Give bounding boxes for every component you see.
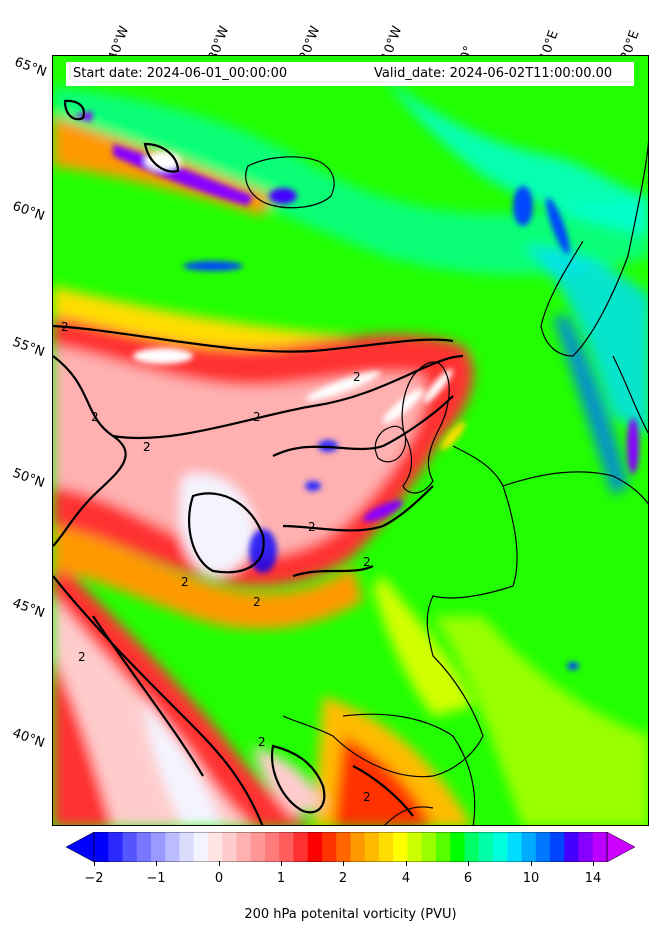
colorbar-bin: [122, 832, 138, 862]
start-date: Start date: 2024-06-01_00:00:00: [73, 66, 288, 81]
colorbar-bin: [136, 832, 152, 862]
pv-field: 2 2 2 2 2 2 2 2 2 2 2 2 2: [53, 56, 648, 825]
colorbar-extend-low: [66, 832, 95, 862]
colorbar-bin: [379, 832, 394, 862]
colorbar-bin: [450, 832, 465, 862]
colorbar-bin: [521, 832, 537, 862]
colorbar-bin: [250, 832, 266, 862]
lat-label-55n: 55°N: [10, 334, 47, 361]
colorbar-bin: [193, 832, 209, 862]
contour-label: 2: [143, 440, 151, 454]
colorbar-bin: [436, 832, 451, 862]
contour-label: 2: [363, 555, 371, 569]
colorbar-tick-label: 4: [401, 871, 411, 886]
colorbar-tickmark: [468, 861, 469, 866]
contour-label: 2: [253, 595, 261, 609]
colorbar-bin: [151, 832, 166, 862]
colorbar-bin: [592, 832, 608, 862]
colorbar-bin: [364, 832, 380, 862]
colorbar-tickmark: [593, 861, 594, 866]
colorbar-tick-label: 0: [214, 871, 224, 886]
colorbar-bin: [265, 832, 280, 862]
contour-label: 2: [363, 790, 371, 804]
colorbar-tick-label: 2: [338, 871, 348, 886]
colorbar-tick-label: −2: [84, 871, 104, 886]
colorbar-bin: [94, 832, 109, 862]
colorbar-bin: [222, 832, 237, 862]
colorbar-bin: [478, 832, 494, 862]
colorbar-tickmark: [281, 861, 282, 866]
contour-label: 2: [61, 320, 69, 334]
contour-label: 2: [78, 650, 86, 664]
lat-label-65n: 65°N: [12, 54, 49, 81]
colorbar-bin: [393, 832, 408, 862]
colorbar-bin: [550, 832, 565, 862]
colorbar-tickmark: [406, 861, 407, 866]
colorbar-bin: [108, 832, 123, 862]
colorbar-extend-high: [606, 832, 636, 862]
header-box: [66, 62, 634, 86]
colorbar: [66, 832, 636, 862]
contour-label: 2: [143, 440, 151, 454]
colorbar-bin: [421, 832, 437, 862]
valid-date: Valid_date: 2024-06-02T11:00:00.00: [374, 66, 613, 81]
colorbar-bin: [350, 832, 366, 862]
colorbar-bin: [535, 832, 551, 862]
colorbar-tick-label: 1: [276, 871, 286, 886]
contour-label: 2: [181, 575, 189, 589]
colorbar-tick-label: 6: [463, 871, 473, 886]
colorbar-tickmark: [94, 861, 95, 866]
lat-label-45n: 45°N: [10, 595, 47, 622]
colorbar-tickmark: [156, 861, 157, 866]
lat-label-60n: 60°N: [10, 198, 47, 225]
colorbar-bin: [564, 832, 579, 862]
colorbar-label: 200 hPa potenital vorticity (PVU): [244, 907, 457, 922]
colorbar-bin: [407, 832, 423, 862]
contour-label: 2: [308, 520, 316, 534]
colorbar-bin: [493, 832, 508, 862]
colorbar-bin: [236, 832, 252, 862]
lat-label-50n: 50°N: [10, 465, 47, 492]
colorbar-bin: [293, 832, 309, 862]
colorbar-tick-label: 14: [584, 871, 602, 886]
colorbar-tick-label: 10: [522, 871, 540, 886]
colorbar-tick-label: −1: [146, 871, 166, 886]
contour-label: 2: [258, 735, 266, 749]
colorbar-tickmark: [531, 861, 532, 866]
colorbar-bin: [179, 832, 195, 862]
lat-label-40n: 40°N: [10, 725, 47, 752]
colorbar-bin: [464, 832, 480, 862]
colorbar-bin: [507, 832, 522, 862]
colorbar-bin: [322, 832, 337, 862]
colorbar-bin: [208, 832, 223, 862]
contour-label: 2: [91, 410, 99, 424]
contour-label: 2: [253, 410, 261, 424]
contour-label: 2: [353, 370, 361, 384]
colorbar-tickmark: [219, 861, 220, 866]
colorbar-bin: [165, 832, 180, 862]
colorbar-bin: [336, 832, 351, 862]
colorbar-tickmark: [343, 861, 344, 866]
colorbar-bin: [279, 832, 294, 862]
colorbar-bin: [578, 832, 594, 862]
map-panel: 2 2 2 2 2 2 2 2 2 2 2 2 2: [52, 55, 649, 826]
colorbar-bin: [307, 832, 323, 862]
